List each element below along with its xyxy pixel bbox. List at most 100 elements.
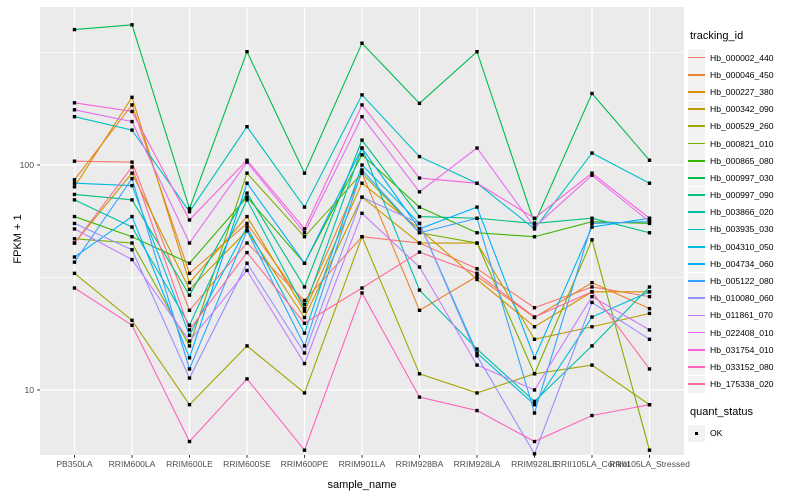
data-point — [360, 103, 364, 107]
data-point — [475, 277, 479, 282]
data-point — [360, 146, 364, 150]
data-point — [417, 288, 422, 292]
data-point — [532, 403, 537, 407]
data-point — [590, 225, 594, 229]
data-point — [590, 238, 594, 242]
data-point — [187, 206, 192, 211]
black-square-point-icon — [694, 431, 699, 436]
data-point — [302, 171, 307, 175]
x-tick-label: RRIM928LA — [454, 459, 501, 469]
data-point — [72, 27, 77, 32]
legend-label: Hb_011861_070 — [710, 310, 773, 321]
legend-key-swatch — [688, 289, 705, 307]
data-point — [130, 198, 134, 202]
data-point — [532, 399, 537, 404]
legend-key-swatch — [688, 203, 705, 221]
data-point — [647, 290, 652, 294]
legend-entry: Hb_003935_030 — [688, 220, 798, 238]
data-point — [130, 235, 134, 239]
data-point — [245, 221, 249, 226]
data-point — [475, 354, 479, 358]
data-point — [647, 403, 652, 407]
data-point — [590, 216, 594, 220]
data-point — [187, 333, 192, 338]
data-point — [72, 108, 77, 112]
data-point — [130, 183, 134, 188]
data-point — [417, 101, 422, 106]
data-point — [187, 287, 192, 292]
data-point — [302, 331, 307, 335]
data-point — [532, 221, 537, 226]
legend-entries: Hb_000002_440 Hb_000046_450 Hb_000227_380 H… — [688, 49, 798, 393]
data-point — [302, 231, 307, 235]
data-point — [245, 198, 249, 202]
data-point — [245, 195, 249, 199]
data-point — [187, 356, 192, 360]
data-point — [130, 257, 134, 262]
quant-status-block: quant_status OK — [688, 406, 798, 442]
legend-color-line — [688, 366, 705, 368]
data-point — [130, 103, 134, 107]
data-point — [187, 271, 192, 276]
data-point — [72, 227, 77, 231]
data-point — [475, 347, 479, 351]
data-point — [302, 227, 307, 231]
legend-entry: Hb_000046_450 — [688, 66, 798, 84]
data-point — [302, 306, 307, 311]
data-point — [302, 361, 307, 366]
data-point — [590, 325, 594, 329]
data-point — [532, 439, 537, 444]
legend-color-line — [688, 159, 705, 162]
legend: tracking_id Hb_000002_440 Hb_000046_450 Hb… — [688, 30, 798, 442]
legend-label: Hb_000821_010 — [710, 138, 774, 149]
legend-key-swatch — [688, 220, 705, 238]
data-point — [360, 235, 364, 239]
data-point — [532, 388, 537, 392]
legend-title-quant-status: quant_status — [690, 405, 753, 418]
data-point — [360, 211, 364, 216]
legend-label: Hb_003866_020 — [710, 207, 774, 218]
data-point — [532, 325, 537, 329]
x-tick-label: RRIM901LA — [339, 459, 386, 469]
data-point — [360, 168, 364, 172]
data-point — [475, 205, 479, 209]
data-point — [245, 181, 249, 185]
legend-label: Hb_000997_090 — [710, 190, 774, 201]
data-point — [417, 214, 422, 219]
data-point — [245, 214, 249, 219]
data-point — [647, 216, 652, 220]
data-point — [72, 181, 77, 185]
legend-entry: Hb_000865_080 — [688, 152, 798, 170]
data-point — [532, 227, 537, 231]
data-point — [647, 311, 652, 316]
data-point — [245, 250, 249, 255]
data-point — [130, 165, 134, 169]
data-point — [532, 337, 537, 341]
data-point — [532, 315, 537, 319]
data-point — [187, 376, 192, 380]
data-point — [532, 306, 537, 310]
data-point — [360, 195, 364, 199]
data-point — [302, 298, 307, 303]
legend-key-swatch — [688, 341, 705, 359]
legend-key-swatch — [688, 66, 705, 84]
legend-key-swatch — [688, 186, 705, 204]
data-point — [302, 351, 307, 355]
data-point — [647, 448, 652, 452]
data-point — [590, 285, 594, 289]
legend-entry: Hb_010080_060 — [688, 289, 798, 307]
legend-entry: Hb_000002_440 — [688, 49, 798, 67]
data-point — [130, 241, 134, 245]
data-point — [187, 323, 192, 327]
data-point — [647, 231, 652, 235]
legend-color-line — [688, 331, 705, 334]
data-point — [417, 227, 422, 231]
legend-label: Hb_000342_090 — [710, 104, 774, 115]
legend-color-line — [688, 262, 705, 265]
legend-label: Hb_010080_060 — [710, 293, 774, 304]
data-point — [417, 221, 422, 226]
data-point — [187, 439, 192, 444]
legend-label: Hb_033152_080 — [710, 361, 774, 372]
x-tick-label: RRII105LA_Control — [555, 459, 630, 469]
